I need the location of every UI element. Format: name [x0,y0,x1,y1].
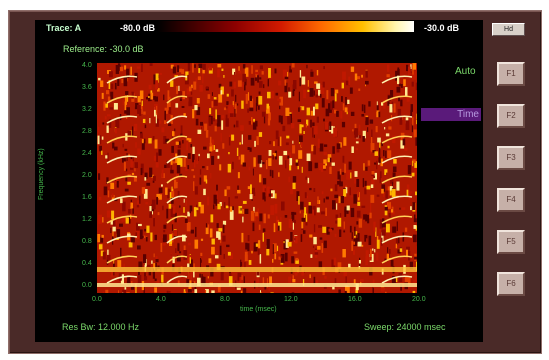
spectrogram-plot[interactable] [97,63,417,293]
y-tick-label: 3.6 [82,84,92,91]
colorbar-min-label: -80.0 dB [120,23,156,33]
function-key-f4[interactable]: F4 [497,188,525,212]
x-tick-label: 0.0 [92,296,102,303]
y-tick-label: 0.0 [82,282,92,289]
y-tick-label: 3.2 [82,106,92,113]
res-bw-readout: Res Bw: 12.000 Hz [62,322,140,332]
x-tick-label: 12.0 [284,296,298,303]
function-key-f2[interactable]: F2 [497,104,525,128]
colorbar-max-label: -30.0 dB [424,23,460,33]
y-tick-label: 4.0 [82,62,92,69]
y-tick-label: 2.8 [82,128,92,135]
spectrogram-image [97,63,417,293]
x-tick-label: 4.0 [156,296,166,303]
y-tick-label: 0.8 [82,238,92,245]
trace-label: Trace: A [46,23,82,33]
hd-button[interactable]: Hd [492,23,525,36]
x-tick-label: 8.0 [220,296,230,303]
y-tick-label: 0.4 [82,260,92,267]
x-tick-label: 16.0 [348,296,362,303]
function-key-f6[interactable]: F6 [497,272,525,296]
function-key-f3[interactable]: F3 [497,146,525,170]
y-tick-label: 2.0 [82,172,92,179]
y-tick-label: 1.6 [82,194,92,201]
function-key-f1[interactable]: F1 [497,62,525,86]
color-scale-bar [158,21,414,32]
time-softkey-label[interactable]: Time [421,108,481,121]
reference-level: Reference: -30.0 dB [63,44,144,54]
x-axis-label: time (msec) [240,306,277,313]
function-key-f5[interactable]: F5 [497,230,525,254]
y-tick-label: 1.2 [82,216,92,223]
y-tick-label: 2.4 [82,150,92,157]
sweep-readout: Sweep: 24000 msec [364,322,446,332]
auto-softkey-label[interactable]: Auto [455,66,476,77]
y-axis-label: Frequency (kHz) [38,148,45,200]
x-tick-label: 20.0 [412,296,426,303]
